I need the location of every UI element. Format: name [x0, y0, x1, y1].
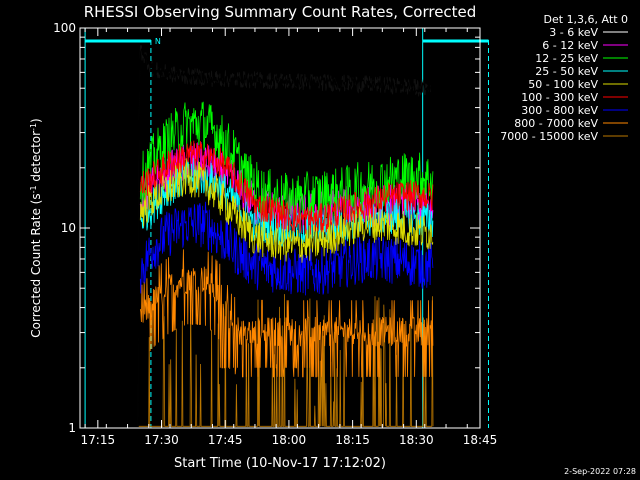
x-tick-label-1: 17:30: [144, 433, 179, 447]
legend-label-0: 3 - 6 keV: [549, 26, 598, 39]
series-line-2: [139, 101, 434, 225]
x-tick-label-5: 18:30: [399, 433, 434, 447]
x-tick-label-4: 18:15: [335, 433, 370, 447]
series-line-3-6kev-overlay: [137, 48, 431, 429]
series-line-6: [139, 201, 434, 296]
legend-label-3: 25 - 50 keV: [535, 65, 598, 78]
x-tick-label-6: 18:45: [463, 433, 498, 447]
y-tick-label-0: 1: [68, 421, 76, 435]
series-line-8: [138, 294, 434, 427]
x-axis-label: Start Time (10-Nov-17 17:12:02): [174, 456, 386, 471]
x-tick-label-0: 17:15: [81, 433, 116, 447]
legend-label-7: 800 - 7000 keV: [514, 117, 598, 130]
series-line-3: [140, 157, 434, 247]
x-tick-label-2: 17:45: [208, 433, 243, 447]
legend-header: Det 1,3,6, Att 0: [544, 13, 628, 26]
series-line-5: [139, 140, 434, 235]
series-line-4: [139, 158, 434, 263]
legend-label-6: 300 - 800 keV: [521, 104, 598, 117]
y-tick-label-2: 100: [53, 21, 76, 35]
series-line-7: [139, 249, 434, 378]
legend-label-5: 100 - 300 keV: [521, 91, 598, 104]
legend-label-1: 6 - 12 keV: [542, 39, 598, 52]
footer-timestamp: 2-Sep-2022 07:28: [564, 467, 636, 476]
x-tick-label-3: 18:00: [272, 433, 307, 447]
y-tick-label-1: 10: [61, 221, 76, 235]
legend-label-4: 50 - 100 keV: [528, 78, 598, 91]
legend-label-8: 7000 - 15000 keV: [500, 130, 598, 143]
chart-title: RHESSI Observing Summary Count Rates, Co…: [84, 3, 477, 21]
y-axis-label: Corrected Count Rate (s-1 detector-1): [29, 118, 44, 337]
night-marker-label: N: [155, 37, 161, 46]
legend-label-2: 12 - 25 keV: [535, 52, 598, 65]
